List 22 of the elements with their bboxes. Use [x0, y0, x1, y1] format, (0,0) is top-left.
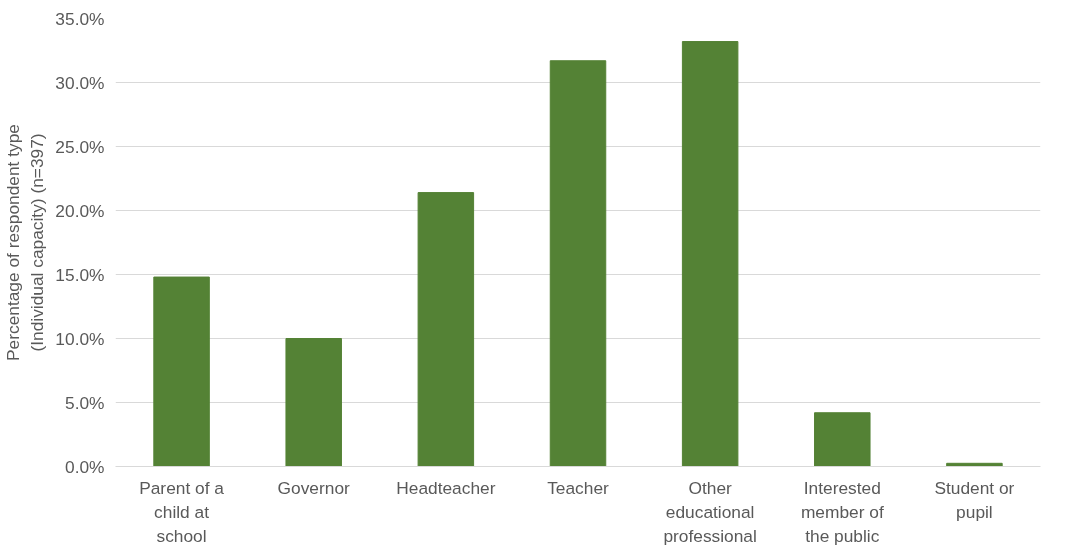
- y-tick-label: 35.0%: [55, 8, 105, 29]
- x-tick-label: Student or pupil: [934, 477, 1015, 522]
- x-tick-label: Interested member of the public: [800, 477, 884, 546]
- x-tick-label: Governor: [277, 477, 351, 498]
- bar: [285, 338, 342, 467]
- x-tick-label: Other educational professional: [663, 477, 757, 546]
- y-tick-label: 20.0%: [55, 200, 105, 221]
- y-axis-title: Percentage of respondent type (Individual capacity) (n=397): [3, 124, 48, 361]
- bar: [153, 276, 210, 467]
- bar: [814, 412, 871, 467]
- x-tick-label: Teacher: [547, 477, 610, 498]
- x-tick-label: Headteacher: [396, 477, 496, 498]
- y-tick-label: 10.0%: [55, 328, 105, 349]
- x-tick-label: Parent of a child at school: [139, 477, 225, 546]
- y-tick-label: 0.0%: [65, 456, 105, 477]
- y-tick-label: 30.0%: [55, 72, 105, 93]
- bar: [681, 41, 739, 467]
- y-tick-label: 15.0%: [55, 264, 105, 285]
- y-tick-label: 5.0%: [65, 392, 105, 413]
- bar: [549, 60, 607, 467]
- bar: [417, 192, 475, 467]
- y-tick-label: 25.0%: [55, 136, 105, 157]
